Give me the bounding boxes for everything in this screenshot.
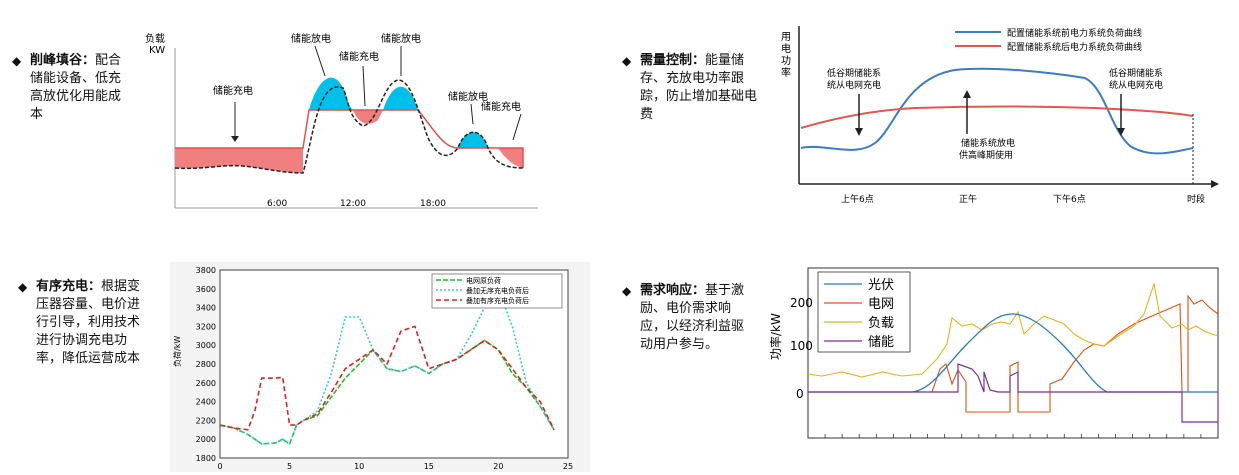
bullet-icon: ◆ (622, 284, 632, 298)
annotation-label: 低谷期储能系 (827, 67, 881, 79)
y-axis-label-unit: KW (149, 45, 165, 56)
x-tick-label: 5 (287, 462, 292, 471)
discharge-area (383, 86, 418, 110)
y-axis-label: 电 (781, 42, 791, 55)
legend-label: 配置储能系统后电力系统负荷曲线 (1007, 41, 1142, 53)
caption-demand-response: ◆ 需求响应：基于激励、电价需求响应，以经济利益驱动用户参与。 (622, 282, 750, 354)
discharge-area (309, 77, 353, 110)
annotation-arrow (362, 65, 366, 107)
x-axis-label: 时段 (1187, 193, 1205, 205)
annotation-label: 储能充电 (339, 50, 379, 63)
caption-peak-shaving: ◆ 削峰填谷：配合储能设备、低充高放优化用能成本 (12, 52, 130, 124)
caption-title: 有序充电： (36, 279, 102, 294)
original-load-line (174, 79, 524, 174)
x-tick-label: 下午6点 (1053, 193, 1086, 205)
y-axis-label: 功 (781, 55, 791, 67)
legend-label: 电网 (868, 297, 894, 312)
x-tick-label: 上午6点 (841, 193, 874, 205)
caption-text: 能量储存、充放电功率跟踪，防止增加基础电费 (640, 53, 758, 122)
x-tick-label: 6:00 (267, 199, 287, 209)
load-power-line (807, 281, 1219, 378)
y-tick-label: 2000 (196, 435, 216, 444)
caption-text: 根据变压器容量、电价进行引导，利用技术进行协调充电功率，降低运营成本 (36, 279, 141, 366)
x-tick-label: 0 (217, 462, 222, 471)
y-tick-label: 2200 (196, 416, 216, 425)
adjusted-load-line (175, 109, 524, 168)
bullet-icon: ◆ (12, 54, 22, 68)
y-tick-label: 200 (790, 296, 813, 310)
charge-area (498, 148, 523, 168)
x-tick-label: 25 (563, 462, 573, 471)
annotation-arrow (314, 45, 326, 77)
x-tick-label: 正午 (959, 193, 977, 205)
caption-text: 配合储能设备、低充高放优化用能成本 (30, 53, 122, 122)
x-tick-label: 18:00 (420, 199, 446, 209)
y-tick-label: 3400 (196, 304, 216, 313)
y-tick-label: 2600 (196, 379, 216, 388)
peak-shaving-chart: 负载 KW 6:00 12:00 18:00 储能充电 储能放电 储能充电 储能… (145, 32, 538, 209)
legend-label: 负载 (868, 316, 894, 331)
annotation-label: 统从电网充电 (827, 79, 881, 91)
caption-title: 削峰填谷： (30, 53, 96, 68)
legend-label: 光伏 (868, 278, 894, 293)
before-storage-curve (800, 67, 1194, 155)
annotation-label: 储能充电 (213, 84, 253, 97)
legend-box (817, 271, 911, 353)
annotation-label: 供高峰期使用 (959, 149, 1013, 161)
legend-label: 储能 (868, 335, 894, 350)
y-tick-label: 3200 (196, 322, 216, 331)
caption-text: 基于激励、电价需求响应，以经济利益驱动用户参与。 (640, 283, 745, 352)
y-tick-label: 0 (796, 387, 804, 401)
caption-title: 需量控制： (640, 53, 706, 68)
legend-label: 叠加无序充电负荷后 (466, 286, 529, 295)
x-tick-label: 15 (424, 462, 434, 471)
annotation-label: 储能充电 (481, 100, 521, 113)
charge-area (175, 148, 303, 173)
y-tick-label: 2400 (196, 398, 216, 407)
annotation-label: 储能系统放电 (961, 137, 1015, 149)
caption-title: 需求响应： (640, 283, 706, 298)
legend-label: 电网原负荷 (466, 276, 501, 285)
bullet-icon: ◆ (622, 54, 632, 68)
arrow-head-icon (963, 90, 971, 98)
y-tick-label: 3800 (196, 266, 216, 275)
y-axis-label: 功率/kW (768, 313, 783, 360)
demand-control-chart: 用 电 功 率 配置储能系统前电力系统负荷曲线 配置储能系统后电力系统负荷曲线 … (781, 26, 1219, 205)
pv-power-line (808, 313, 1218, 393)
annotation-arrow (470, 103, 474, 125)
annotation-label: 储能放电 (448, 90, 488, 103)
x-tick-label: 10 (354, 462, 364, 471)
legend-label: 配置储能系统前电力系统负荷曲线 (1007, 27, 1142, 39)
demand-response-chart: 功率/kW 200 100 0 光伏 电网 负载 储能 (768, 267, 1219, 439)
series-line (219, 325, 555, 431)
x-tick-label: 20 (493, 462, 503, 471)
y-axis-label: 率 (781, 66, 791, 79)
bullet-icon: ◆ (18, 280, 28, 294)
y-axis-label: 用 (781, 32, 791, 43)
caption-demand-control: ◆ 需量控制：能量储存、充放电功率跟踪，防止增加基础电费 (622, 52, 758, 124)
x-tick-label: 12:00 (340, 199, 366, 209)
annotation-label: 统从电网充电 (1109, 79, 1163, 91)
caption-ordered-charging: ◆ 有序充电：根据变压器容量、电价进行引导，利用技术进行协调充电功率，降低运营成… (18, 278, 148, 368)
y-tick-label: 3600 (196, 285, 216, 294)
charge-area (353, 110, 383, 124)
ordered-charging-chart: 1800 2000 2200 2400 2600 2800 3000 3200 3400 3600… (170, 262, 590, 472)
annotation-label: 储能放电 (291, 32, 331, 45)
y-tick-label: 2800 (196, 360, 216, 369)
arrow-head-icon (1117, 128, 1125, 136)
arrow-head-icon (855, 128, 863, 136)
annotation-label: 低谷期储能系 (1109, 67, 1163, 79)
storage-power-line (808, 363, 1219, 423)
after-storage-curve (800, 105, 1194, 129)
y-tick-label: 1800 (196, 454, 216, 463)
annotation-label: 储能放电 (381, 32, 421, 45)
legend-label: 叠加有序充电负荷后 (466, 296, 529, 305)
y-tick-label: 3000 (196, 341, 216, 350)
axis-arrow-icon (1211, 180, 1219, 188)
y-axis-label: 负载 (145, 32, 165, 45)
y-tick-label: 100 (790, 339, 813, 353)
y-axis-label: 负荷/kW (172, 336, 182, 367)
arrow-head-icon (231, 136, 239, 142)
annotation-arrow (512, 113, 522, 141)
